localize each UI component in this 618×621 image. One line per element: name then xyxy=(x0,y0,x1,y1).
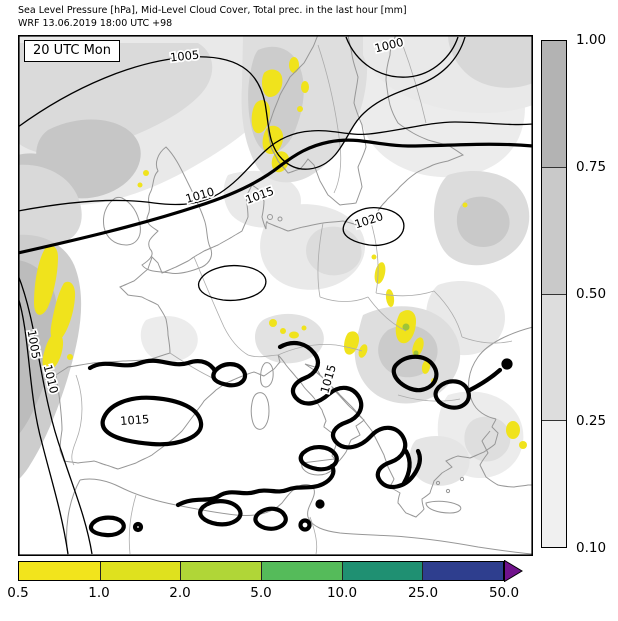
title-block: Sea Level Pressure [hPa], Mid-Level Clou… xyxy=(18,5,407,31)
map-border xyxy=(18,35,534,557)
cloud-colorbar-segment xyxy=(542,41,566,167)
valid-time-label: 20 UTC Mon xyxy=(24,40,120,62)
precip-colorbar-segment xyxy=(422,562,504,580)
precip-colorbar-tick: 2.0 xyxy=(169,585,191,601)
precip-colorbar-tick: 10.0 xyxy=(326,585,358,601)
isobar-label-1005-nw: 1005 xyxy=(169,48,200,65)
precip-colorbar-segment xyxy=(99,562,181,580)
isobar-thick-layer xyxy=(16,138,535,255)
cloud-colorbar-tick: 0.50 xyxy=(576,286,607,302)
precip-colorbar-tick: 50.0 xyxy=(488,585,520,601)
precip-colorbar-tick: 5.0 xyxy=(250,585,272,601)
cloud-colorbar-segment xyxy=(542,293,566,421)
map-title: Sea Level Pressure [hPa], Mid-Level Clou… xyxy=(18,5,407,16)
precipitation-layer xyxy=(34,57,527,449)
precip-colorbar-segment xyxy=(261,562,342,580)
heavy-precip-spots xyxy=(402,323,419,356)
cloud-colorbar-segment xyxy=(542,420,566,547)
cloud-cover-colorbar-bar xyxy=(541,40,567,548)
cloud-colorbar-tick: 1.00 xyxy=(576,32,607,48)
precip-colorbar-tick: 25.0 xyxy=(407,585,439,601)
isobar-label-1015-spain: 1015 xyxy=(120,412,150,428)
cloud-colorbar-tick: 0.75 xyxy=(576,159,607,175)
precip-colorbar-tick: 1.0 xyxy=(88,585,110,601)
map-canvas: 1000 1005 1010 1015 1020 1005 1010 1015 … xyxy=(16,33,535,557)
country-border-layer xyxy=(71,42,513,555)
cloud-colorbar-tick: 0.10 xyxy=(576,540,607,556)
isobar-thick-south-layer xyxy=(87,340,513,538)
precip-overflow-arrow-icon xyxy=(504,560,523,582)
precip-colorbar-bar xyxy=(18,561,504,581)
cloud-colorbar-segment xyxy=(542,166,566,294)
isobar-thin-layer xyxy=(17,36,534,555)
precip-colorbar-segment xyxy=(341,562,423,580)
map-subtitle: WRF 13.06.2019 18:00 UTC +98 xyxy=(18,17,173,29)
precip-colorbar: 0.5 1.0 2.0 5.0 10.0 25.0 50.0 xyxy=(7,560,578,619)
precip-colorbar-tick: 0.5 xyxy=(7,585,29,601)
cloud-cover-colorbar: 1.00 0.75 0.50 0.25 0.10 xyxy=(541,32,618,560)
precip-colorbar-segment xyxy=(19,562,100,580)
weather-map: 1000 1005 1010 1015 1020 1005 1010 1015 … xyxy=(16,33,535,557)
precip-colorbar-segment xyxy=(180,562,261,580)
cloud-colorbar-tick: 0.25 xyxy=(576,413,607,429)
